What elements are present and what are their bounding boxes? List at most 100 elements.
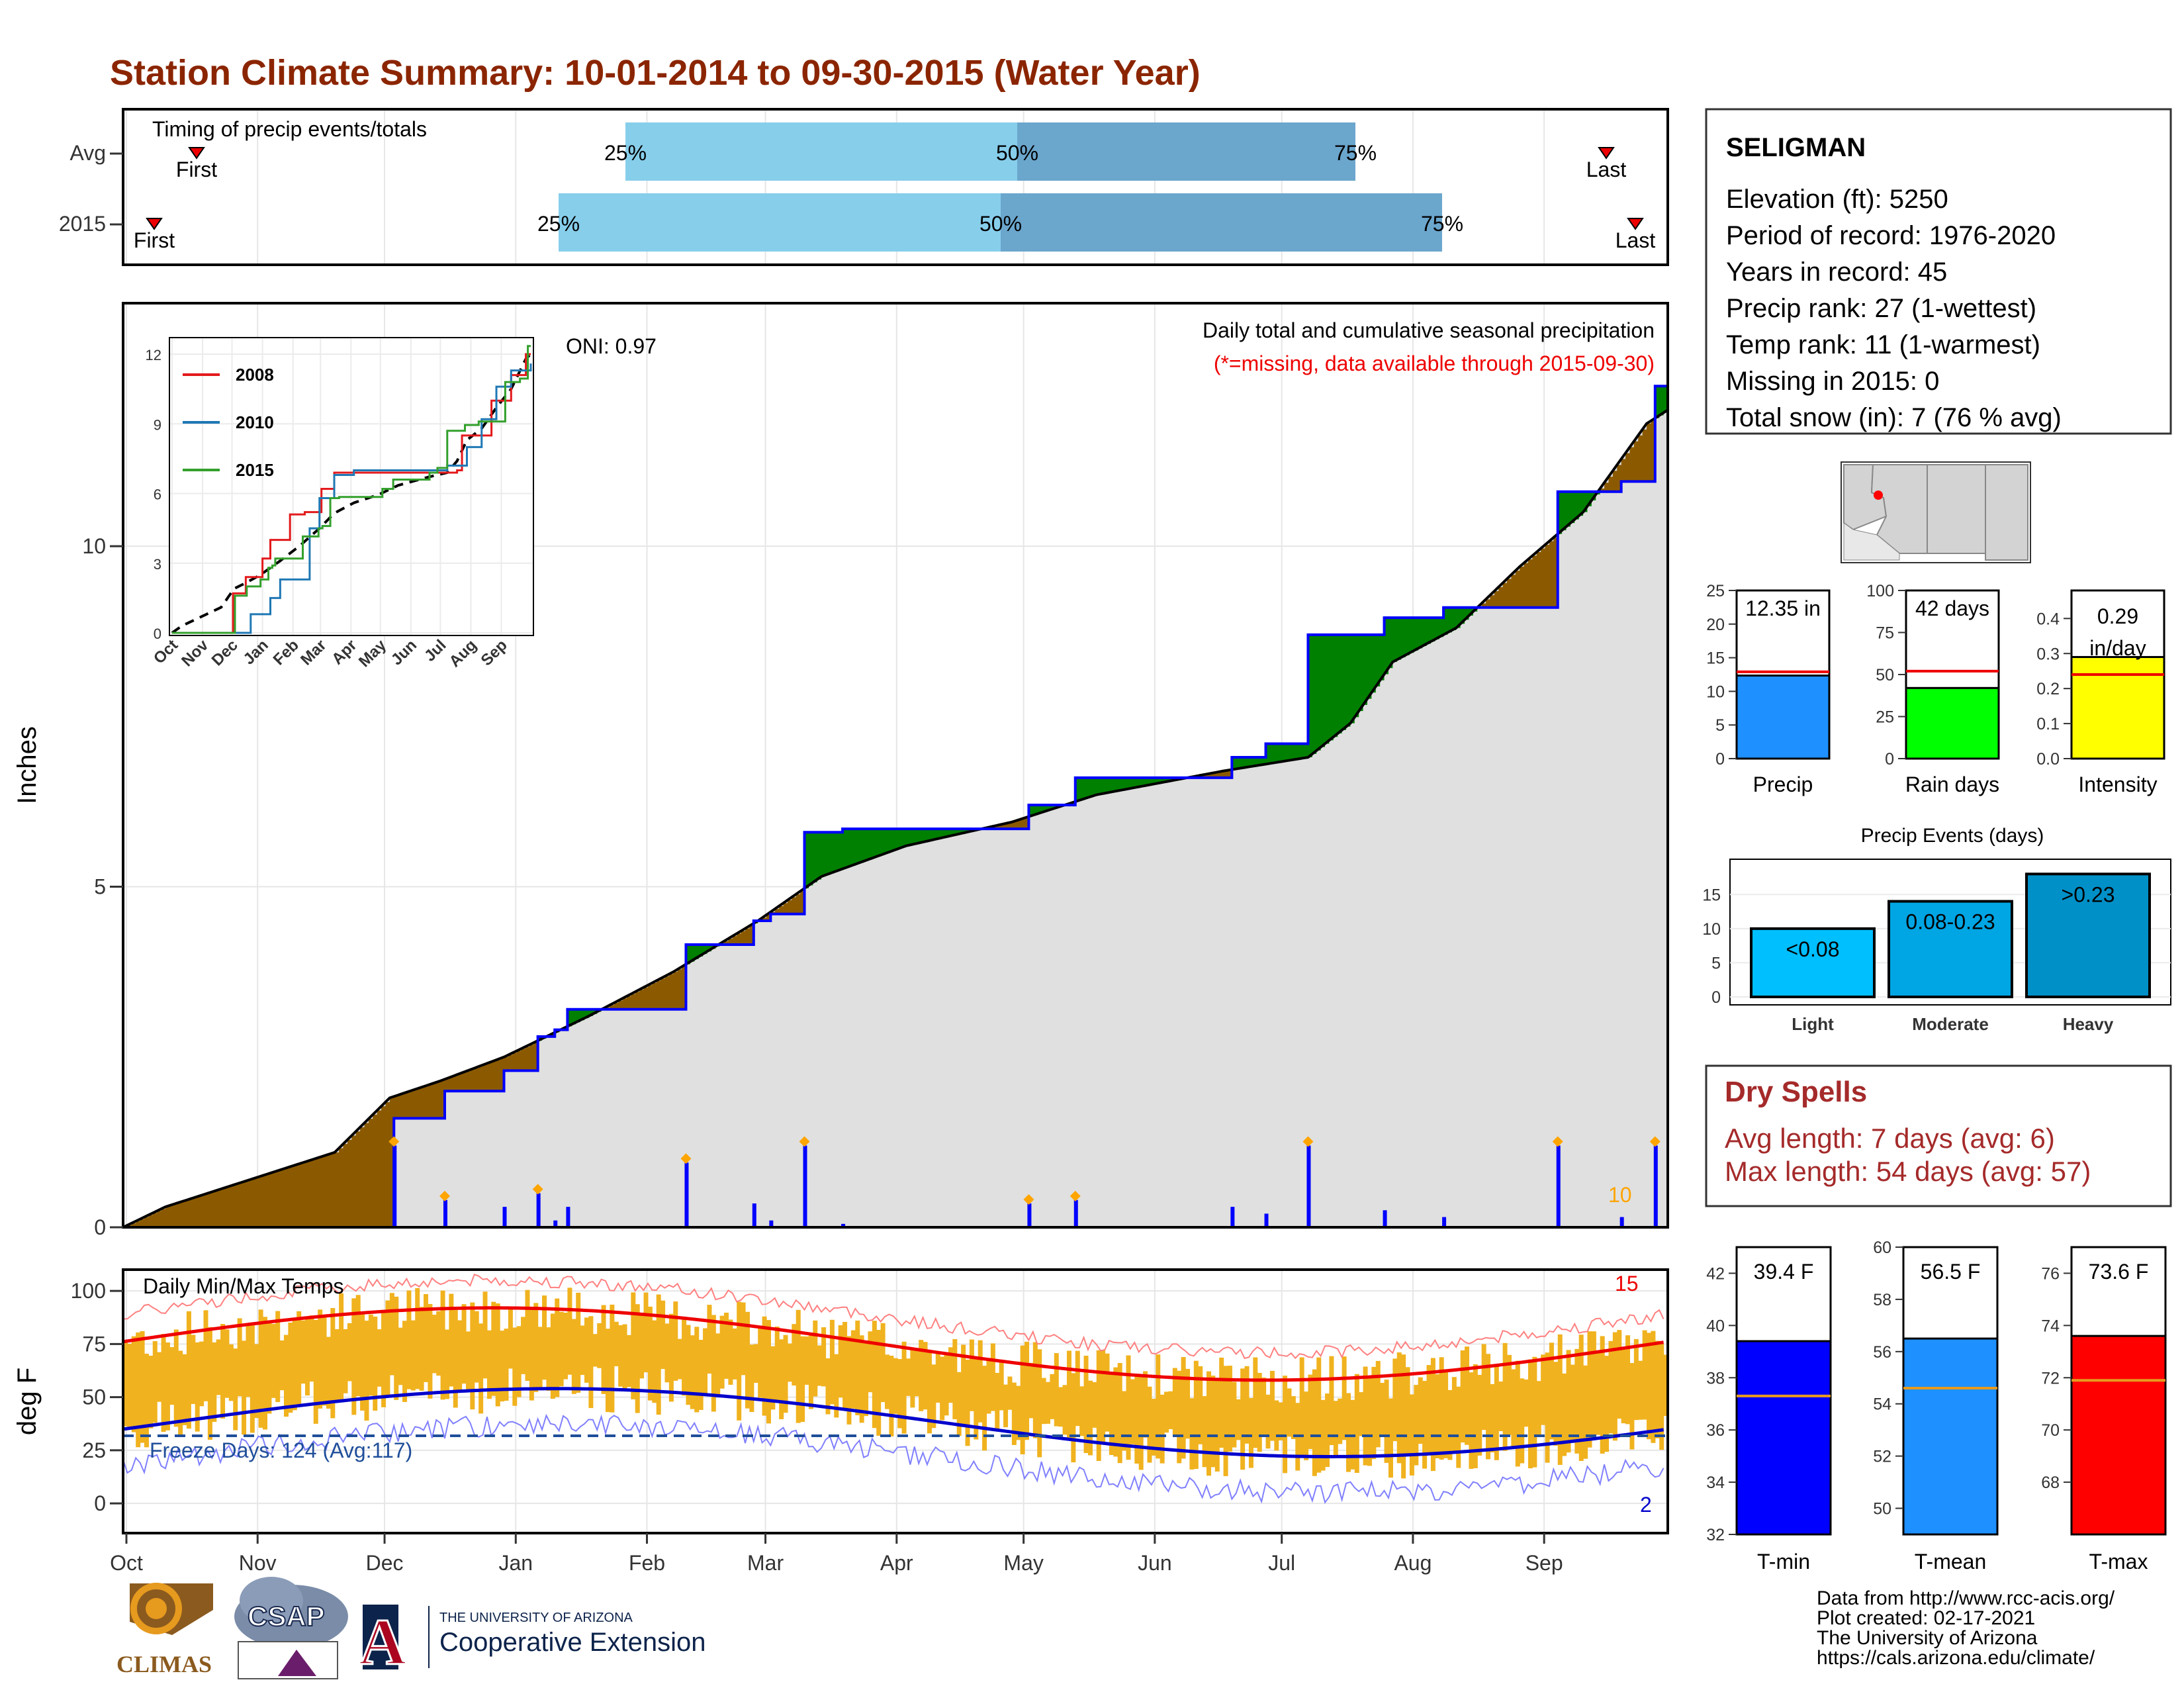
event-bar-label: Light bbox=[1792, 1014, 1834, 1034]
temp-range-bar bbox=[783, 1335, 788, 1413]
temp-range-bar bbox=[1274, 1400, 1279, 1451]
temp-range-bar bbox=[394, 1296, 399, 1400]
temp-range-bar bbox=[1071, 1373, 1076, 1463]
temp-range-bar bbox=[588, 1316, 594, 1409]
inset-ytick: 3 bbox=[154, 556, 161, 573]
temp-range-bar bbox=[978, 1340, 983, 1423]
event-bar-label: Heavy bbox=[2063, 1014, 2114, 1034]
timing-label: Timing of precip events/totals bbox=[152, 117, 427, 141]
temp-range-bar bbox=[1532, 1356, 1537, 1468]
temp-range-bar bbox=[436, 1311, 441, 1376]
temp-range-bar bbox=[267, 1323, 272, 1414]
inset-ytick: 6 bbox=[154, 487, 161, 503]
temp-range-bar bbox=[1587, 1331, 1592, 1448]
month-tick: Jun bbox=[1138, 1551, 1172, 1575]
timing-row-avg: Avg bbox=[69, 141, 106, 165]
temp-range-bar bbox=[1655, 1340, 1660, 1438]
temp-range-bar bbox=[373, 1316, 378, 1411]
temp-range-bar bbox=[1527, 1359, 1533, 1469]
credits: Data from http://www.rcc-acis.org/ Plot … bbox=[1817, 1587, 2115, 1669]
temp-range-bar bbox=[339, 1293, 344, 1401]
temp-range-bar bbox=[368, 1314, 373, 1396]
temp-range-bar bbox=[300, 1320, 306, 1384]
temp-range-bar bbox=[516, 1326, 522, 1397]
temp-range-bar bbox=[1608, 1340, 1614, 1434]
temp-range-bar bbox=[834, 1354, 839, 1418]
mini-bar-tick: 15 bbox=[1706, 649, 1725, 668]
temp-range-bar bbox=[533, 1303, 539, 1392]
temp-range-bar bbox=[500, 1331, 505, 1402]
daily-precip-bar bbox=[1230, 1207, 1235, 1227]
daily-precip-bar bbox=[1264, 1213, 1269, 1227]
temp-range-bar bbox=[1079, 1386, 1085, 1436]
temp-range-bar bbox=[1490, 1383, 1495, 1453]
temp-range-bar bbox=[1596, 1352, 1601, 1435]
temp-range-bar bbox=[919, 1340, 924, 1411]
temp-range-bar bbox=[474, 1311, 479, 1383]
temp-range-bar bbox=[808, 1333, 813, 1409]
temp-range-bar bbox=[787, 1343, 792, 1382]
temp-ytick: 25 bbox=[82, 1438, 106, 1462]
temp-range-bar bbox=[1066, 1350, 1071, 1441]
temp-range-bar bbox=[1308, 1374, 1313, 1449]
temp-range-bar bbox=[1359, 1392, 1364, 1436]
temp-range-bar bbox=[123, 1342, 128, 1427]
month-tick: Jan bbox=[498, 1551, 533, 1575]
temp-range-bar bbox=[1164, 1391, 1169, 1433]
temp-range-bar bbox=[821, 1327, 827, 1387]
p25-2015: 25% bbox=[537, 212, 580, 236]
temp-range-bar bbox=[1134, 1375, 1140, 1464]
station-info-line: Total snow (in): 7 (76 % avg) bbox=[1726, 403, 2062, 432]
heavy-precip-marker bbox=[1069, 1190, 1081, 1201]
temp-range-bar bbox=[1583, 1365, 1588, 1459]
temp-range-bar bbox=[186, 1311, 191, 1429]
temp-bar-t-min: 39.4 F 32 34 36 38 40 42 T-min bbox=[1706, 1246, 1832, 1573]
temp-range-bar bbox=[850, 1330, 856, 1409]
temp-range-bar bbox=[1304, 1391, 1309, 1460]
temp-range-bar bbox=[1151, 1399, 1156, 1456]
temp-range-bar bbox=[1612, 1332, 1617, 1441]
temp-range-bar bbox=[774, 1326, 780, 1401]
inset-line-2010 bbox=[172, 363, 532, 634]
temp-range-bar bbox=[1113, 1367, 1118, 1457]
temp-range-bar bbox=[779, 1339, 784, 1419]
temp-range-bar bbox=[140, 1331, 145, 1443]
ua-logo-line2: Cooperative Extension bbox=[439, 1628, 705, 1657]
temp-range-bar bbox=[1570, 1364, 1575, 1443]
precip-annotation-missing: (*=missing, data available through 2015-… bbox=[1214, 352, 1655, 375]
heavy-precip-marker bbox=[1649, 1136, 1661, 1147]
daily-precip-bar bbox=[1383, 1210, 1387, 1227]
mini-bar-tick: 0.2 bbox=[2036, 680, 2060, 698]
temp-range-bar bbox=[698, 1340, 704, 1410]
temp-range-bar bbox=[664, 1323, 670, 1383]
temp-bar-t-max: 73.6 F 68 70 72 74 76 T-max bbox=[2041, 1246, 2167, 1573]
temp-range-bar bbox=[1016, 1385, 1021, 1440]
temp-range-bar bbox=[1651, 1331, 1656, 1443]
mini-bar-tick: 5 bbox=[1715, 716, 1725, 735]
temp-range-bar bbox=[304, 1318, 310, 1396]
daily-precip-bar bbox=[553, 1220, 558, 1227]
record-max-line bbox=[122, 1274, 1664, 1360]
temp-bar-tick: 52 bbox=[1873, 1448, 1891, 1466]
temp-range-bar bbox=[1122, 1391, 1127, 1451]
last-marker-2015 bbox=[1627, 218, 1644, 230]
temp-range-bar bbox=[1054, 1353, 1059, 1427]
temp-range-bar bbox=[444, 1329, 449, 1399]
timing-bar-2015-high bbox=[1001, 193, 1442, 252]
temp-range-bar bbox=[410, 1320, 416, 1391]
station-name: SELIGMAN bbox=[1726, 133, 1866, 162]
temp-range-bar bbox=[1562, 1373, 1567, 1456]
first-marker-2015 bbox=[146, 218, 163, 230]
mini-bar-tick: 75 bbox=[1876, 624, 1894, 643]
heavy-precip-marker bbox=[388, 1136, 400, 1147]
temp-range-bar bbox=[1185, 1368, 1191, 1439]
temp-range-bar bbox=[969, 1339, 974, 1411]
temp-bar-tick: 32 bbox=[1706, 1526, 1725, 1544]
temp-range-bar bbox=[719, 1315, 725, 1389]
temp-range-bar bbox=[542, 1295, 547, 1380]
temp-range-bar bbox=[1143, 1371, 1148, 1438]
temp-range-bar bbox=[559, 1311, 564, 1387]
temp-bar-value-text: 73.6 F bbox=[2089, 1260, 2149, 1284]
temp-panel-label: Daily Min/Max Temps bbox=[143, 1274, 343, 1298]
temp-range-bar bbox=[1511, 1369, 1516, 1446]
